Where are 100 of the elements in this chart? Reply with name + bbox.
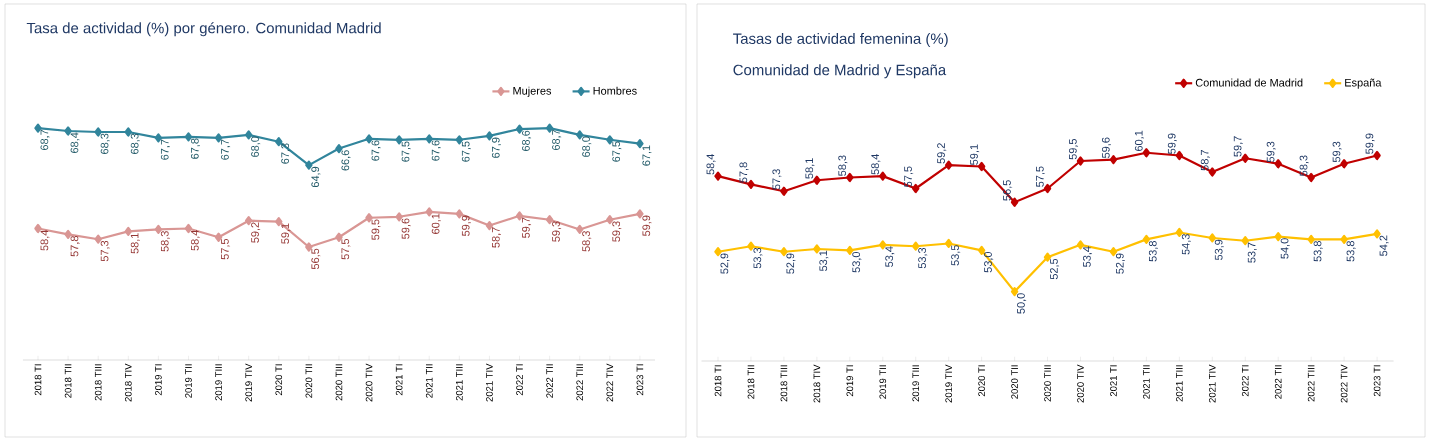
point <box>1175 227 1184 238</box>
data-label: 67,7 <box>221 139 231 160</box>
x-tick-label: 2022 TIV <box>1340 364 1348 403</box>
x-tick-label: 2021 TIII <box>455 364 463 401</box>
x-tick-label: 2021 TII <box>425 364 433 398</box>
data-label: 58,4 <box>871 153 881 175</box>
data-label: 53,1 <box>819 250 829 272</box>
data-label: 59,6 <box>401 218 411 239</box>
data-label: 67,1 <box>642 145 652 166</box>
data-label: 59,3 <box>552 221 562 242</box>
data-label: 68,3 <box>130 133 140 154</box>
x-tick-label: 2022 TIII <box>576 364 584 401</box>
point <box>944 160 953 170</box>
point <box>1373 150 1381 161</box>
x-tick-label: 2020 TIII <box>1044 365 1051 402</box>
data-label: 57,8 <box>70 236 80 257</box>
data-label: 50,0 <box>1017 293 1027 314</box>
data-label: 57,8 <box>739 162 749 183</box>
point <box>977 161 986 172</box>
data-label: 59,9 <box>1365 133 1375 154</box>
point <box>335 143 343 154</box>
data-label: 57,3 <box>772 169 782 190</box>
point <box>34 223 42 234</box>
data-label: 59,5 <box>371 219 381 240</box>
point <box>34 123 42 133</box>
x-tick-label: 2023 TI <box>636 364 644 396</box>
point <box>485 220 494 231</box>
data-label: 67,5 <box>401 141 411 162</box>
point <box>94 234 102 244</box>
x-tick-label: 2021 TIV <box>486 363 493 402</box>
point <box>1175 150 1184 161</box>
x-tick-label: 2018 TIII <box>780 365 788 402</box>
x-tick-label: 2020 TII <box>1011 365 1018 399</box>
x-tick-label: 2020 TIV <box>1077 364 1084 403</box>
data-label: 60,1 <box>431 213 441 234</box>
data-label: 68,0 <box>251 136 261 157</box>
data-label: 59,7 <box>522 217 532 238</box>
point <box>335 232 343 242</box>
x-tick-label: 2018 TI <box>34 364 42 396</box>
point <box>944 238 953 249</box>
chart-title: Tasa de actividad (%) por género. Comunidad Madrid <box>26 22 381 37</box>
data-label: 67,6 <box>371 140 381 161</box>
data-label: 54,3 <box>1181 234 1191 255</box>
data-label: 68,0 <box>582 136 592 157</box>
point <box>244 216 253 226</box>
point <box>124 226 132 236</box>
point <box>1241 153 1249 163</box>
point <box>214 133 223 143</box>
data-label: 67,5 <box>612 141 622 162</box>
legend-label: España <box>1345 78 1382 89</box>
data-label: 53,9 <box>1214 239 1224 261</box>
point <box>1043 183 1052 194</box>
point <box>244 130 253 140</box>
x-tick-label: 2019 TI <box>155 364 162 396</box>
x-tick-label: 2018 TII <box>747 365 755 399</box>
data-label: 67,7 <box>160 139 170 160</box>
x-tick-label: 2021 TI <box>395 364 403 396</box>
point <box>1010 197 1019 207</box>
point <box>1307 234 1315 244</box>
x-tick-label: 2022 TII <box>1274 365 1282 399</box>
point <box>636 139 644 149</box>
point <box>64 126 72 136</box>
data-label: 58,7 <box>491 227 501 248</box>
point <box>846 245 854 255</box>
point <box>1109 155 1118 165</box>
data-label: 59,9 <box>1167 133 1177 154</box>
point <box>879 240 887 250</box>
data-label: 52,9 <box>1115 253 1125 274</box>
point <box>124 127 132 137</box>
data-label: 58,4 <box>40 230 50 251</box>
x-tick-label: 2022 TII <box>546 364 553 398</box>
x-tick-label: 2021 TIV <box>1208 364 1216 403</box>
point <box>395 212 403 222</box>
data-label: 64,9 <box>311 166 321 188</box>
data-label: 59,9 <box>642 215 652 236</box>
x-tick-label: 2019 TIV <box>945 364 953 403</box>
data-label: 52,9 <box>786 253 796 274</box>
point <box>780 247 788 257</box>
data-label: 53,8 <box>1313 241 1323 262</box>
point <box>1142 148 1151 158</box>
point <box>214 232 223 242</box>
point <box>576 130 584 140</box>
data-label: 67,9 <box>491 137 501 158</box>
x-tick-label: 2020 TIV <box>365 363 373 402</box>
legend-label: Mujeres <box>513 86 552 97</box>
point <box>1307 172 1315 183</box>
x-tick-label: 2020 TII <box>305 364 313 398</box>
data-label: 53,3 <box>918 247 928 269</box>
point <box>747 241 755 251</box>
data-label: 53,7 <box>1247 242 1257 263</box>
data-label: 59,3 <box>1332 141 1342 163</box>
data-label: 57,5 <box>221 238 231 260</box>
data-label: 53,8 <box>1148 241 1158 262</box>
x-tick-label: 2021 TII <box>1143 365 1150 399</box>
data-label: 58,3 <box>582 231 592 252</box>
point <box>184 223 193 234</box>
data-label: 59,3 <box>1266 141 1276 163</box>
data-label: 59,7 <box>1233 136 1243 157</box>
point <box>576 224 584 235</box>
point <box>1010 287 1019 297</box>
